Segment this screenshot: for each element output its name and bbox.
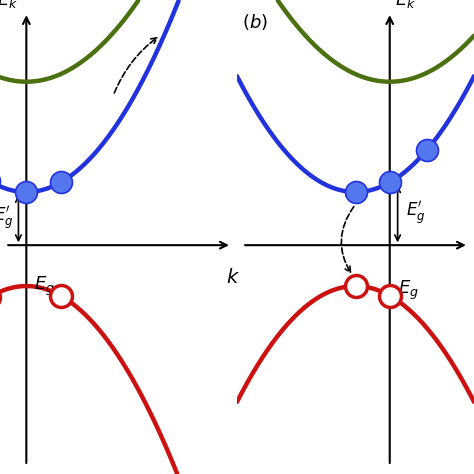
Point — [352, 188, 359, 196]
Text: $E_k$: $E_k$ — [0, 0, 18, 10]
Text: $E_g$: $E_g$ — [34, 274, 55, 298]
Point — [57, 179, 64, 186]
Point — [23, 188, 30, 196]
Text: $E_g'$: $E_g'$ — [0, 205, 13, 232]
Text: $k$: $k$ — [226, 268, 240, 287]
Text: $E_g$: $E_g$ — [398, 279, 419, 302]
Text: $(b)$: $(b)$ — [242, 12, 268, 32]
Point — [386, 179, 393, 186]
Text: $E_g'$: $E_g'$ — [406, 200, 425, 228]
Text: $E_k$: $E_k$ — [395, 0, 416, 10]
Point — [423, 146, 430, 154]
Point — [352, 282, 359, 290]
Point — [386, 292, 393, 300]
Point — [57, 292, 64, 300]
